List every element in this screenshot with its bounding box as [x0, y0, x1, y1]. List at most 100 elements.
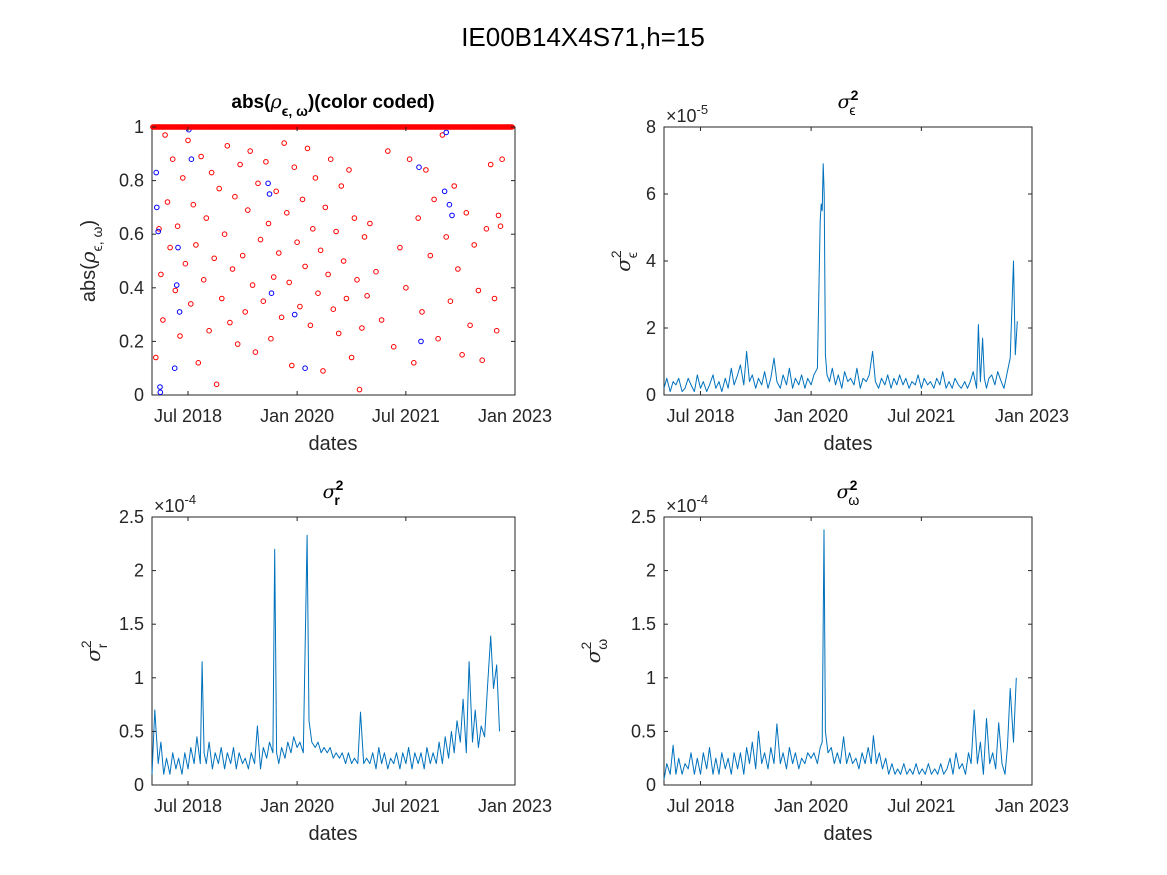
scatter-point	[441, 188, 448, 195]
y-tick-label: 8	[646, 117, 656, 137]
scatter-point	[206, 327, 212, 334]
scatter-point	[203, 215, 210, 221]
sigma-epsilon-multiplier: ×10-5	[666, 102, 708, 126]
sigma-omega-y-label: σ2ω	[578, 639, 610, 663]
scatter-point	[325, 271, 331, 278]
scatter-point	[346, 167, 352, 173]
scatter-point	[463, 210, 470, 216]
y-tick-label: 0.2	[119, 331, 144, 351]
scatter-point	[302, 365, 308, 372]
scatter-point	[234, 341, 241, 347]
scatter-point	[265, 180, 271, 187]
scatter-point	[418, 338, 424, 345]
scatter-point	[411, 360, 417, 366]
correlation-x-label: dates	[309, 433, 358, 455]
scatter-point	[245, 207, 251, 213]
scatter-point	[431, 196, 437, 203]
scatter-point	[232, 193, 238, 200]
sigma-omega-line	[663, 529, 1017, 780]
scatter-point	[307, 322, 314, 329]
scatter-point	[451, 183, 458, 189]
scatter-point	[493, 327, 500, 334]
scatter-point	[173, 282, 180, 288]
scatter-point	[273, 188, 280, 195]
x-tick-label: Jul 2018	[154, 796, 222, 816]
y-tick-label: 2	[646, 318, 656, 338]
scatter-point	[185, 137, 191, 144]
scatter-point	[198, 153, 204, 160]
scatter-point	[310, 226, 316, 232]
scatter-point	[255, 180, 261, 187]
y-tick-label: 0	[134, 385, 144, 405]
scatter-point	[330, 306, 337, 313]
scatter-point	[294, 239, 300, 245]
y-tick-label: 0.8	[119, 171, 144, 191]
correlation-y-ticks: 0 0.2 0.4 0.6 0.8 1	[119, 117, 515, 405]
scatter-point	[312, 175, 319, 181]
sigma-epsilon-panel: Jul 2018 Jan 2020 Jul 2021 Jan 2023 0 2 4 6 8 σ…	[608, 87, 1069, 455]
sigma-r-plot-area	[151, 516, 516, 786]
x-tick-label: Jan 2023	[995, 406, 1069, 426]
sigma-epsilon-plot-area	[663, 126, 1033, 396]
correlation-points	[150, 124, 515, 396]
scatter-point	[397, 244, 403, 251]
scatter-point	[403, 285, 409, 291]
sigma-r-x-label: dates	[309, 823, 358, 845]
y-tick-label: 0	[646, 775, 656, 795]
scatter-point	[169, 156, 176, 162]
scatter-point	[278, 314, 285, 321]
scatter-point	[257, 236, 264, 243]
y-tick-label: 6	[646, 184, 656, 204]
scatter-point	[495, 212, 502, 219]
scatter-point	[415, 215, 422, 221]
y-tick-label: 0.5	[631, 721, 656, 741]
y-tick-label: 1.5	[631, 614, 656, 634]
scatter-point	[158, 271, 164, 278]
x-tick-label: Jul 2021	[887, 406, 955, 426]
scatter-point	[356, 386, 363, 393]
scatter-point	[338, 183, 345, 189]
scatter-point	[213, 381, 220, 388]
scatter-point	[467, 322, 473, 329]
scatter-point	[315, 290, 321, 297]
scatter-point	[239, 252, 246, 259]
scatter-point	[167, 244, 173, 251]
sigma-r-y-label: σ2r	[78, 640, 110, 662]
scatter-point	[242, 309, 248, 315]
scatter-point	[304, 145, 311, 152]
scatter-point	[260, 298, 267, 305]
scatter-point	[195, 360, 202, 366]
scatter-point	[268, 335, 274, 342]
scatter-point	[188, 156, 195, 162]
scatter-point	[174, 223, 181, 229]
y-tick-label: 0.5	[119, 721, 144, 741]
y-tick-label: 1	[134, 668, 144, 688]
sigma-r-line	[151, 534, 500, 775]
scatter-point	[224, 143, 231, 149]
scatter-point	[164, 199, 171, 205]
scatter-point	[322, 204, 329, 211]
sigma-omega-title: σ2 ω	[837, 477, 860, 508]
y-tick-label: 2.5	[631, 507, 656, 527]
scatter-point	[182, 260, 189, 267]
scatter-point	[175, 244, 181, 251]
scatter-point	[443, 234, 450, 240]
scatter-point	[162, 132, 168, 138]
scatter-point	[497, 223, 504, 229]
scatter-point	[483, 226, 490, 232]
sigma-epsilon-y-ticks: 0 2 4 6 8	[646, 117, 1032, 405]
x-tick-label: Jul 2021	[887, 796, 955, 816]
correlation-y-label: abs(ρϵ, ω)	[76, 220, 105, 302]
y-tick-label: 1	[134, 117, 144, 137]
sigma-omega-multiplier: ×10-4	[666, 492, 708, 516]
x-tick-label: Jan 2020	[260, 796, 334, 816]
scatter-point	[176, 309, 183, 315]
scatter-point	[364, 293, 370, 299]
scatter-point	[406, 156, 413, 162]
scatter-point	[286, 279, 293, 286]
scatter-point	[291, 164, 298, 170]
scatter-point	[435, 335, 441, 342]
sigma-epsilon-y-label: σ2ϵ	[608, 250, 640, 272]
scatter-point	[333, 228, 339, 235]
